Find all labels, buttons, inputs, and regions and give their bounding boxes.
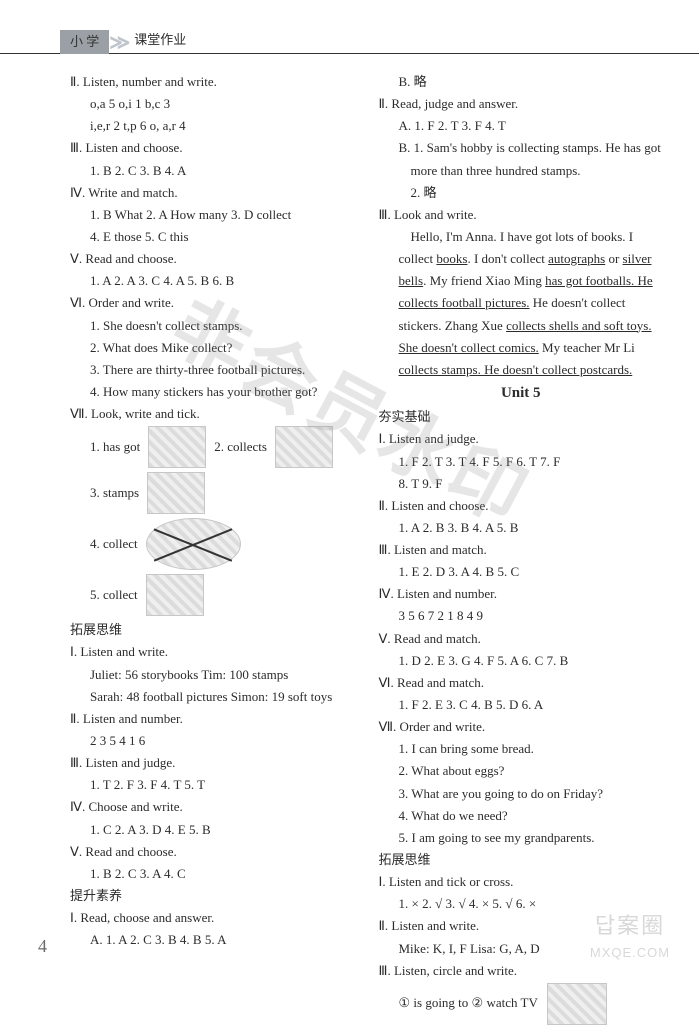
- r-s2-b1b: more than three hundred stamps.: [379, 161, 664, 181]
- l-e3-title: Ⅲ. Listen and judge.: [70, 753, 355, 773]
- l-u1-ans: A. 1. A 2. C 3. B 4. B 5. A: [70, 930, 355, 950]
- page-header: 小 学 ≫ 课堂作业: [0, 0, 699, 54]
- image-placeholder: [147, 472, 205, 514]
- bottom-watermark: 답案圈 MXQE.COM: [575, 909, 685, 969]
- l-e4-title: Ⅳ. Choose and write.: [70, 797, 355, 817]
- r-b4-ans: 3 5 6 7 2 1 8 4 9: [379, 606, 664, 626]
- r-b2-title: Ⅱ. Listen and choose.: [379, 496, 664, 516]
- header-arrows-icon: ≫: [109, 33, 126, 53]
- left-column: Ⅱ. Listen, number and write. o,a 5 o,i 1…: [70, 72, 355, 1027]
- image-placeholder: [148, 426, 206, 468]
- image-placeholder: [146, 574, 204, 616]
- l-e1-l1: Juliet: 56 storybooks Tim: 100 stamps: [70, 665, 355, 685]
- l-s7-title: Ⅶ. Look, write and tick.: [70, 404, 355, 424]
- l-s4-l1: 1. B What 2. A How many 3. D collect: [70, 205, 355, 225]
- l-e5-title: Ⅴ. Read and choose.: [70, 842, 355, 862]
- l-s6-i4: 4. How many stickers has your brother go…: [70, 382, 355, 402]
- r-s3-p3: collects football pictures. He doesn't c…: [379, 293, 664, 313]
- image-placeholder-crossed: [146, 518, 241, 570]
- r-e3-ans: ① is going to ② watch TV: [399, 995, 538, 1010]
- l-s6-title: Ⅵ. Order and write.: [70, 293, 355, 313]
- image-placeholder: [275, 426, 333, 468]
- l-s6-i2: 2. What does Mike collect?: [70, 338, 355, 358]
- r-b1-l1: 1. F 2. T 3. T 4. F 5. F 6. T 7. F: [379, 452, 664, 472]
- l-s7-i1: 1. has got: [90, 437, 140, 457]
- r-b7-i2: 2. What about eggs?: [379, 761, 664, 781]
- l-e4-ans: 1. C 2. A 3. D 4. E 5. B: [70, 820, 355, 840]
- l-s6-i3: 3. There are thirty-three football pictu…: [70, 360, 355, 380]
- r-b1-l2: 8. T 9. F: [379, 474, 664, 494]
- r-s2-a: A. 1. F 2. T 3. F 4. T: [379, 116, 664, 136]
- r-e1-title: Ⅰ. Listen and tick or cross.: [379, 872, 664, 892]
- l-s5-title: Ⅴ. Read and choose.: [70, 249, 355, 269]
- l-e3-ans: 1. T 2. F 3. F 4. T 5. T: [70, 775, 355, 795]
- l-s7-row5: 5. collect: [70, 574, 355, 616]
- r-b7-i3: 3. What are you going to do on Friday?: [379, 784, 664, 804]
- r-bskip: B. 略: [379, 72, 664, 92]
- r-b7-i1: 1. I can bring some bread.: [379, 739, 664, 759]
- l-s7-row3: 3. stamps: [70, 472, 355, 514]
- l-s7-row4: 4. collect: [70, 518, 355, 570]
- header-tab: 小 学: [60, 30, 109, 54]
- r-b7-i5: 5. I am going to see my grandparents.: [379, 828, 664, 848]
- bottom-wm-line1: 답案圈: [575, 909, 685, 943]
- r-b5-title: Ⅴ. Read and match.: [379, 629, 664, 649]
- r-s3-p1b: collect books. I don't collect autograph…: [379, 249, 664, 269]
- tv-image-placeholder: [547, 983, 607, 1025]
- l-s5-ans: 1. A 2. A 3. C 4. A 5. B 6. B: [70, 271, 355, 291]
- r-b2-ans: 1. A 2. B 3. B 4. A 5. B: [379, 518, 664, 538]
- r-s3-p2: bells. My friend Xiao Ming has got footb…: [379, 271, 664, 291]
- r-s2-b2: 2. 略: [379, 183, 664, 203]
- r-s2-b1: B. 1. Sam's hobby is collecting stamps. …: [379, 138, 664, 158]
- r-e3-row: ① is going to ② watch TV: [379, 983, 664, 1025]
- r-b3-ans: 1. E 2. D 3. A 4. B 5. C: [379, 562, 664, 582]
- header-title: 课堂作业: [134, 30, 186, 50]
- l-s6-i1: 1. She doesn't collect stamps.: [70, 316, 355, 336]
- l-e2-title: Ⅱ. Listen and number.: [70, 709, 355, 729]
- r-b1-title: Ⅰ. Listen and judge.: [379, 429, 664, 449]
- page-number: 4: [38, 933, 47, 961]
- r-s3-p4: stickers. Zhang Xue collects shells and …: [379, 316, 664, 336]
- l-e1-title: Ⅰ. Listen and write.: [70, 642, 355, 662]
- l-s3-title: Ⅲ. Listen and choose.: [70, 138, 355, 158]
- l-s4-l2: 4. E those 5. C this: [70, 227, 355, 247]
- l-s2-l1: o,a 5 o,i 1 b,c 3: [70, 94, 355, 114]
- right-column: B. 略 Ⅱ. Read, judge and answer. A. 1. F …: [379, 72, 664, 1027]
- bottom-wm-line2: MXQE.COM: [575, 943, 685, 963]
- l-ext-title: 拓展思维: [70, 620, 355, 640]
- r-s3-p5: She doesn't collect comics. My teacher M…: [379, 338, 664, 358]
- l-s7-i3: 3. stamps: [90, 483, 139, 503]
- r-ext-title: 拓展思维: [379, 850, 664, 870]
- l-s7-i4: 4. collect: [90, 534, 138, 554]
- l-e2-ans: 2 3 5 4 1 6: [70, 731, 355, 751]
- r-b4-title: Ⅳ. Listen and number.: [379, 584, 664, 604]
- content-columns: Ⅱ. Listen, number and write. o,a 5 o,i 1…: [0, 54, 699, 1027]
- l-u1-title: Ⅰ. Read, choose and answer.: [70, 908, 355, 928]
- r-b7-title: Ⅶ. Order and write.: [379, 717, 664, 737]
- l-e1-l2: Sarah: 48 football pictures Simon: 19 so…: [70, 687, 355, 707]
- l-s3-ans: 1. B 2. C 3. B 4. A: [70, 161, 355, 181]
- r-b6-ans: 1. F 2. E 3. C 4. B 5. D 6. A: [379, 695, 664, 715]
- r-b7-i4: 4. What do we need?: [379, 806, 664, 826]
- r-b5-ans: 1. D 2. E 3. G 4. F 5. A 6. C 7. B: [379, 651, 664, 671]
- unit-title: Unit 5: [379, 382, 664, 405]
- l-s4-title: Ⅳ. Write and match.: [70, 183, 355, 203]
- r-s3-title: Ⅲ. Look and write.: [379, 205, 664, 225]
- r-b6-title: Ⅵ. Read and match.: [379, 673, 664, 693]
- l-s7-i5: 5. collect: [90, 585, 138, 605]
- l-s2-title: Ⅱ. Listen, number and write.: [70, 72, 355, 92]
- l-s7-row1: 1. has got 2. collects: [70, 426, 355, 468]
- l-e5-ans: 1. B 2. C 3. A 4. C: [70, 864, 355, 884]
- l-s7-i2: 2. collects: [214, 437, 267, 457]
- r-s3-p1: Hello, I'm Anna. I have got lots of book…: [379, 227, 664, 247]
- r-b3-title: Ⅲ. Listen and match.: [379, 540, 664, 560]
- l-up-title: 提升素养: [70, 886, 355, 906]
- l-s2-l2: i,e,r 2 t,p 6 o, a,r 4: [70, 116, 355, 136]
- r-base-title: 夯实基础: [379, 407, 664, 427]
- r-s2-title: Ⅱ. Read, judge and answer.: [379, 94, 664, 114]
- r-s3-p6: collects stamps. He doesn't collect post…: [379, 360, 664, 380]
